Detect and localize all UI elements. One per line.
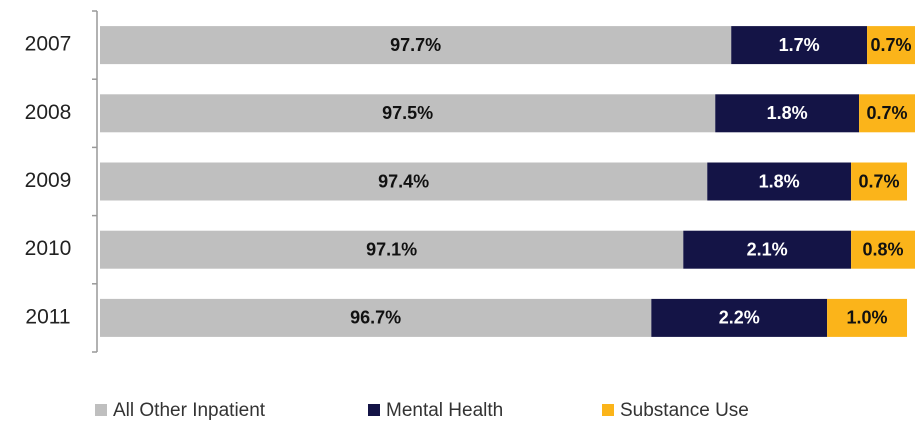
bar-segment	[651, 298, 828, 337]
bar-segment	[100, 26, 732, 65]
legend-swatch	[602, 404, 614, 416]
bar-segment	[867, 26, 915, 65]
data-label: 0.7%	[867, 103, 908, 123]
data-label: 0.8%	[863, 239, 904, 259]
data-label: 1.8%	[767, 103, 808, 123]
data-label: 1.7%	[779, 35, 820, 55]
bar-segment	[851, 230, 915, 269]
data-label: 97.7%	[390, 35, 441, 55]
data-label: 0.7%	[859, 171, 900, 191]
bar-segment	[683, 230, 852, 269]
bar-segment	[100, 298, 652, 337]
legend-swatch	[95, 404, 107, 416]
bar-segment	[100, 162, 708, 201]
bar-segment	[100, 230, 684, 269]
legend-label: All Other Inpatient	[113, 400, 266, 421]
y-tick-label: 2009	[25, 169, 72, 192]
bar-segment	[827, 298, 908, 337]
y-tick-label: 2010	[25, 237, 72, 260]
bar-segment	[859, 94, 915, 133]
data-label: 0.7%	[871, 35, 912, 55]
legend-label: Substance Use	[620, 400, 749, 421]
bar-segment	[731, 26, 868, 65]
data-label: 97.1%	[366, 239, 417, 259]
bar-segment	[851, 162, 908, 201]
data-label: 2.2%	[719, 308, 760, 328]
data-label: 97.5%	[382, 103, 433, 123]
y-tick-label: 2011	[25, 305, 70, 328]
legend-label: Mental Health	[386, 400, 503, 421]
y-tick-label: 2008	[25, 101, 72, 124]
data-label: 96.7%	[350, 308, 401, 328]
legend-swatch	[368, 404, 380, 416]
bar-segment	[715, 94, 860, 133]
y-tick-label: 2007	[25, 33, 72, 56]
bar-segment	[707, 162, 852, 201]
data-label: 2.1%	[747, 239, 788, 259]
data-label: 97.4%	[378, 171, 429, 191]
bar-segment	[100, 94, 716, 133]
data-label: 1.8%	[759, 171, 800, 191]
data-label: 1.0%	[847, 308, 888, 328]
